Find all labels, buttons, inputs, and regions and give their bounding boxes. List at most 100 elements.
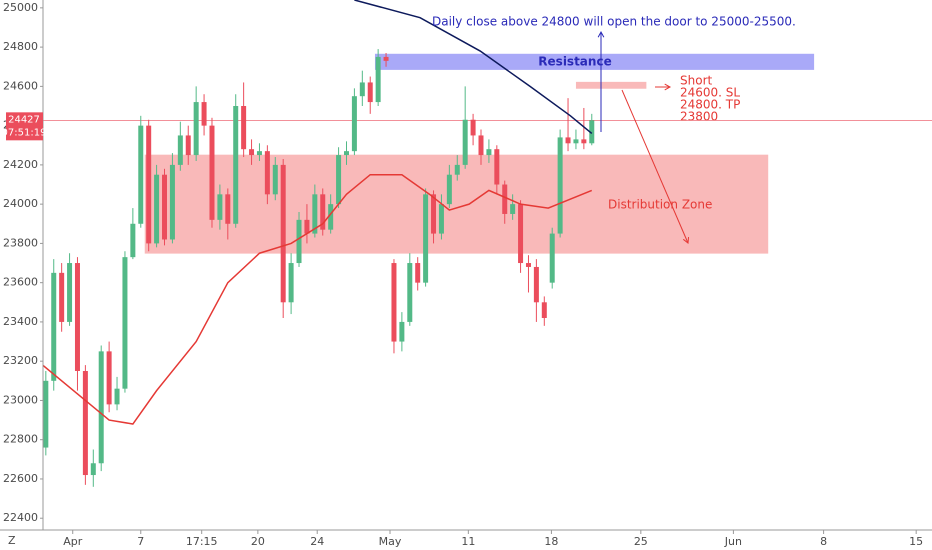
candle-body: [320, 194, 326, 230]
candle-body: [264, 151, 270, 195]
candle-body: [407, 263, 413, 322]
candle-body: [383, 56, 389, 61]
y-tick-label: 23200: [3, 354, 38, 367]
candle-body: [565, 137, 571, 144]
headline: Daily close above 24800 will open the do…: [432, 15, 796, 29]
y-tick-label: 24200: [3, 158, 38, 171]
candle-body: [399, 321, 405, 342]
candle-body: [74, 263, 80, 371]
candle-body: [225, 194, 231, 224]
x-tick-label: 7: [137, 535, 144, 548]
zone: [374, 53, 815, 70]
candle-body: [431, 194, 437, 234]
x-tick-label: 8: [820, 535, 827, 548]
candle-body: [470, 119, 476, 136]
candle-body: [486, 149, 492, 156]
distribution-label: Distribution Zone: [608, 198, 712, 212]
x-tick-label: 18: [544, 535, 558, 548]
candle-body: [280, 164, 286, 303]
candle-body: [272, 164, 278, 195]
candle-body: [533, 266, 539, 303]
plot-area: [43, 0, 932, 487]
candle-body: [185, 135, 191, 156]
y-tick-label: 22400: [3, 511, 38, 524]
countdown: 07:51:19: [2, 127, 47, 138]
candle-body: [43, 380, 49, 448]
candle-body: [241, 106, 247, 150]
x-tick-label: 15: [909, 535, 923, 548]
candle-body: [359, 82, 365, 97]
candle-body: [581, 139, 587, 144]
y-tick-label: 23600: [3, 276, 38, 289]
candle-body: [525, 263, 531, 267]
y-tick-label: 24800: [3, 40, 38, 53]
candle-body: [138, 125, 144, 224]
y-tick-label: 23400: [3, 315, 38, 328]
candle-body: [98, 351, 104, 464]
candle-body: [478, 135, 484, 156]
candle-body: [304, 219, 310, 234]
candle-body: [154, 174, 160, 244]
candle-body: [209, 125, 215, 220]
candle-body: [122, 257, 128, 389]
candle-body: [589, 120, 595, 144]
candle-body: [193, 102, 199, 156]
candle-body: [82, 371, 88, 476]
candle-body: [256, 151, 262, 156]
zone: [575, 81, 647, 89]
x-tick-label: 17:15: [186, 535, 218, 548]
candle-body: [177, 135, 183, 165]
y-tick-label: 23000: [3, 393, 38, 406]
up-arrow-head: [597, 30, 605, 38]
candle-body: [415, 263, 421, 283]
candle-body: [454, 164, 460, 175]
trade-note: 23800: [680, 110, 718, 124]
target-arrow-head: [682, 236, 690, 244]
candle-body: [502, 184, 508, 214]
candle-body: [59, 272, 65, 322]
y-tick-label: 23800: [3, 236, 38, 249]
resistance-label: Resistance: [538, 55, 611, 69]
candle-body: [351, 96, 357, 152]
trade-note: 24800. TP: [680, 98, 740, 112]
candle-body: [375, 56, 381, 103]
candle-body: [541, 302, 547, 318]
x-tick-label: 25: [634, 535, 648, 548]
candle-body: [462, 119, 468, 165]
moving-average: [354, 0, 593, 135]
candle-body: [296, 219, 302, 264]
candle-body: [288, 263, 294, 303]
trade-note: 24600. SL: [680, 86, 740, 100]
x-tick-label: 11: [461, 535, 475, 548]
candle-body: [557, 137, 563, 234]
x-tick-label: Apr: [63, 535, 83, 548]
x-tick-label: May: [379, 535, 402, 548]
candle-body: [233, 106, 239, 224]
candle-body: [114, 388, 120, 405]
x-tick-label: 24: [310, 535, 324, 548]
candle-body: [549, 233, 555, 283]
candle-body: [106, 351, 112, 405]
candle-body: [328, 204, 334, 230]
candle-body: [90, 463, 96, 476]
axis-mode[interactable]: Z: [8, 534, 16, 547]
price-label-bg: [6, 112, 43, 141]
candle-body: [217, 194, 223, 220]
candle-body: [367, 82, 373, 103]
x-tick-label: 20: [251, 535, 265, 548]
candle-body: [343, 151, 349, 156]
candle-body: [67, 263, 73, 322]
candle-body: [201, 102, 207, 126]
candle-body: [423, 194, 429, 283]
candle-body: [438, 204, 444, 234]
candle-body: [312, 194, 318, 234]
y-tick-label: 22800: [3, 433, 38, 446]
candle-body: [510, 204, 516, 214]
candle-body: [573, 139, 579, 144]
y-tick-label: 22600: [3, 472, 38, 485]
y-tick-label: 24600: [3, 79, 38, 92]
candle-body: [446, 174, 452, 205]
candle-body: [162, 174, 168, 240]
price-label: 24427: [8, 114, 40, 125]
